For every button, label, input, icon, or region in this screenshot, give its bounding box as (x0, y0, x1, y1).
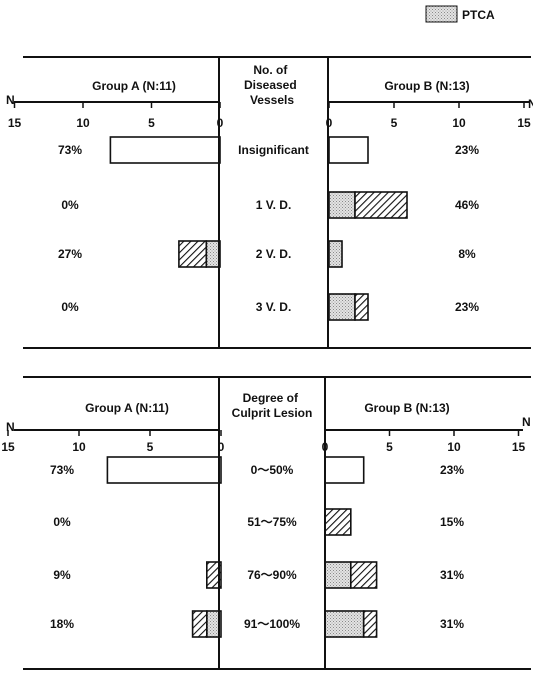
ticks-left: 15 10 5 0 (8, 102, 224, 130)
left-axis-label: N (6, 93, 15, 107)
tick-label: 15 (8, 116, 22, 130)
bar-right-ptca (328, 240, 343, 268)
panel-diseased-vessels: No. of Diseased Vessels Group A (N:11) G… (6, 56, 533, 349)
center-header-line: Culprit Lesion (232, 406, 313, 420)
tick-label: 5 (148, 116, 155, 130)
left-group-title: Group A (N:11) (92, 79, 176, 93)
right-group-title: Group B (N:13) (384, 79, 469, 93)
bar-left-plain (106, 456, 222, 484)
category-label: 51〜75% (247, 515, 297, 529)
center-header-line: Diseased (244, 78, 297, 92)
bar-left-hatched (206, 561, 222, 589)
right-axis-label: N (522, 415, 531, 429)
category-label: Insignificant (238, 143, 309, 157)
tick-label: 0 (326, 116, 333, 130)
category-label: 1 V. D. (256, 198, 292, 212)
tick-label: 0 (218, 440, 225, 454)
bar-left-ptca (205, 240, 221, 268)
tick-label: 10 (76, 116, 90, 130)
center-header-line: No. of (253, 63, 288, 77)
right-percent-label: 31% (440, 568, 464, 582)
bar-right-plain (328, 136, 369, 164)
right-axis-label: N (528, 97, 533, 111)
tick-label: 10 (452, 116, 466, 130)
category-label: 76〜90% (247, 568, 297, 582)
category-label: 0〜50% (251, 463, 294, 477)
bar-right-hatched (354, 293, 369, 321)
center-header-line: Degree of (243, 391, 299, 405)
right-percent-label: 8% (458, 247, 476, 261)
tick-label: 15 (512, 440, 526, 454)
left-percent-label: 73% (58, 143, 82, 157)
bar-right-plain (324, 456, 365, 484)
ticks-right: 15 10 5 0 (326, 102, 531, 130)
center-header: No. of Diseased Vessels (244, 63, 300, 107)
bar-right-hatched (362, 610, 378, 638)
left-group-title: Group A (N:11) (85, 401, 169, 415)
tick-label: 15 (517, 116, 531, 130)
panel-culprit-lesion: Degree of Culprit Lesion Group A (N:11) … (1, 376, 531, 670)
bar-right-hatched (324, 508, 352, 536)
left-percent-label: 0% (61, 300, 79, 314)
legend: PTCA (425, 5, 495, 23)
ticks-left: 15 10 5 0 (1, 430, 225, 454)
left-percent-label: 18% (50, 617, 74, 631)
tick-label: 15 (1, 440, 15, 454)
labels: 0〜50% 73% 23% 51〜75% 0% 15% 76〜90% 9% 31% 91〜100%… (50, 463, 464, 631)
bar-right-hatched (354, 191, 408, 219)
bar-right-ptca (324, 561, 352, 589)
bar-left-hatched (178, 240, 208, 268)
tick-label: 5 (147, 440, 154, 454)
category-label: 2 V. D. (256, 247, 292, 261)
right-group-title: Group B (N:13) (364, 401, 449, 415)
bar-right-ptca (328, 293, 356, 321)
legend-ptca-label: PTCA (462, 8, 495, 22)
right-percent-label: 23% (455, 143, 479, 157)
category-label: 3 V. D. (256, 300, 292, 314)
center-header-line: Vessels (250, 93, 294, 107)
bars (106, 456, 378, 638)
tick-label: 5 (386, 440, 393, 454)
tick-label: 5 (391, 116, 398, 130)
center-header: Degree of Culprit Lesion (232, 391, 313, 420)
right-percent-label: 46% (455, 198, 479, 212)
legend-ptca-swatch (425, 5, 458, 23)
tick-label: 10 (72, 440, 86, 454)
bars (109, 136, 408, 321)
right-percent-label: 15% (440, 515, 464, 529)
tick-label: 0 (217, 116, 224, 130)
right-percent-label: 31% (440, 617, 464, 631)
right-percent-label: 23% (455, 300, 479, 314)
bar-right-ptca (324, 610, 365, 638)
left-percent-label: 0% (61, 198, 79, 212)
bar-right-hatched (349, 561, 378, 589)
left-axis-label: N (6, 420, 15, 434)
left-percent-label: 73% (50, 463, 74, 477)
left-percent-label: 0% (53, 515, 71, 529)
bar-left-plain (109, 136, 221, 164)
bar-left-hatched (191, 610, 208, 638)
category-label: 91〜100% (244, 617, 300, 631)
bar-right-ptca (328, 191, 356, 219)
left-percent-label: 9% (53, 568, 71, 582)
labels: Insignificant 73% 23% 1 V. D. 0% 46% 2 V. D. 27… (58, 143, 479, 314)
left-percent-label: 27% (58, 247, 82, 261)
right-percent-label: 23% (440, 463, 464, 477)
tick-label: 10 (447, 440, 461, 454)
